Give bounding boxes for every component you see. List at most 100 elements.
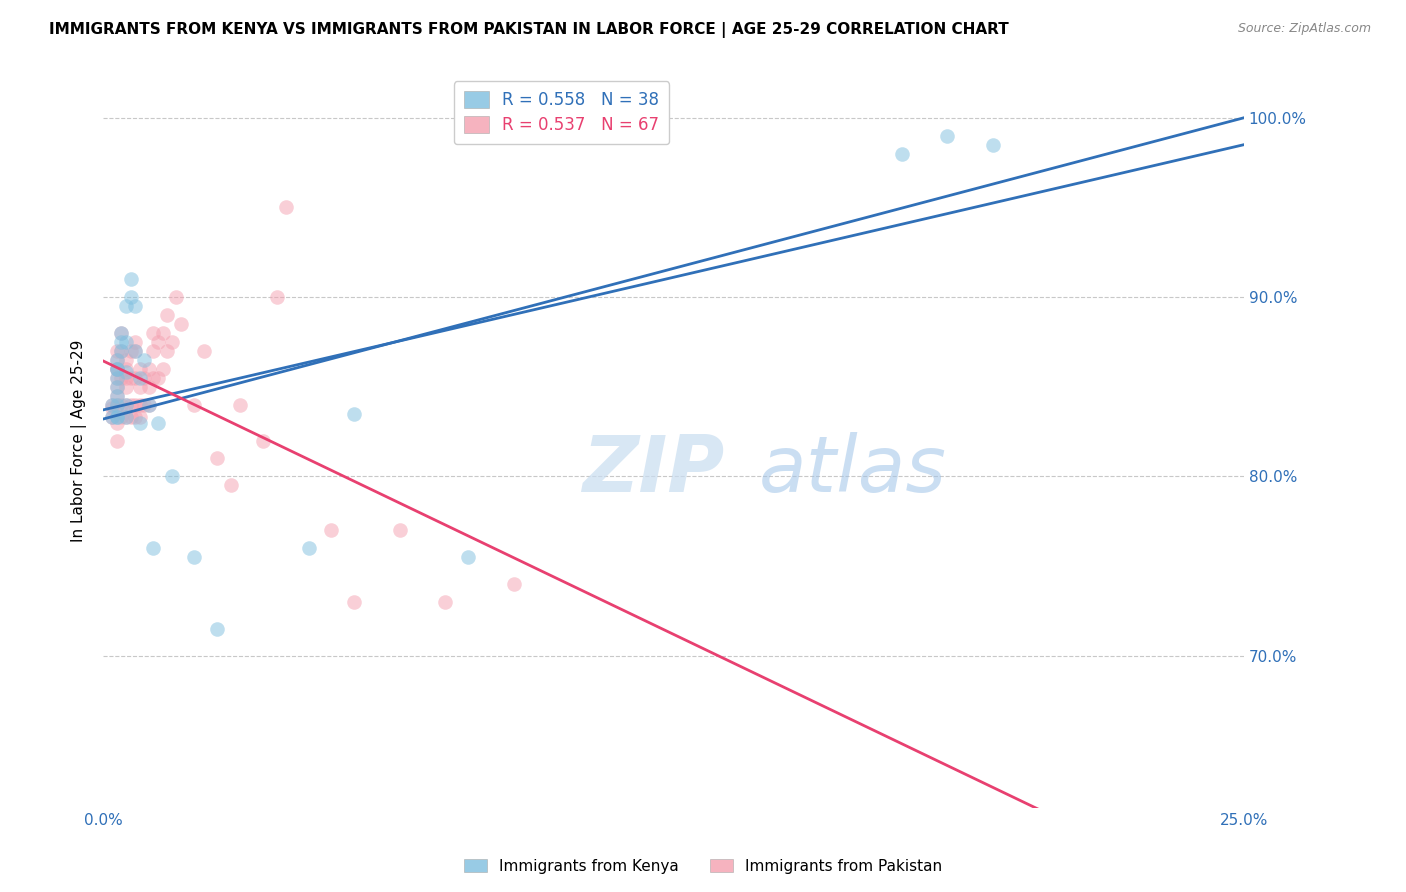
Point — [890, 146, 912, 161]
Point — [321, 523, 343, 537]
Text: Source: ZipAtlas.com: Source: ZipAtlas.com — [1237, 22, 1371, 36]
Point — [105, 389, 128, 403]
Point — [105, 361, 128, 376]
Point — [160, 469, 183, 483]
Point — [219, 478, 242, 492]
Point — [115, 371, 138, 385]
Point — [134, 352, 156, 367]
Point — [115, 398, 138, 412]
Point — [124, 398, 146, 412]
Point — [142, 541, 165, 555]
Point — [101, 410, 124, 425]
Point — [105, 410, 128, 425]
Point — [207, 622, 229, 636]
Point — [101, 398, 124, 412]
Legend: Immigrants from Kenya, Immigrants from Pakistan: Immigrants from Kenya, Immigrants from P… — [458, 853, 948, 880]
Point — [110, 410, 132, 425]
Text: ZIP: ZIP — [582, 432, 724, 508]
Point — [128, 410, 150, 425]
Point — [156, 308, 179, 322]
Point — [124, 343, 146, 358]
Point — [183, 398, 205, 412]
Point — [105, 434, 128, 448]
Point — [101, 410, 124, 425]
Point — [142, 343, 165, 358]
Point — [115, 365, 138, 379]
Point — [110, 371, 132, 385]
Point — [124, 299, 146, 313]
Point — [115, 398, 138, 412]
Point — [115, 352, 138, 367]
Point — [101, 398, 124, 412]
Point — [981, 137, 1004, 152]
Point — [110, 398, 132, 412]
Point — [146, 334, 169, 349]
Point — [134, 398, 156, 412]
Point — [115, 299, 138, 313]
Point — [120, 272, 142, 286]
Point — [138, 380, 160, 394]
Point — [142, 371, 165, 385]
Point — [120, 410, 142, 425]
Y-axis label: In Labor Force | Age 25-29: In Labor Force | Age 25-29 — [72, 339, 87, 541]
Point — [115, 410, 138, 425]
Point — [152, 361, 174, 376]
Point — [105, 361, 128, 376]
Point — [266, 290, 288, 304]
Point — [105, 352, 128, 367]
Point — [134, 371, 156, 385]
Point — [229, 398, 252, 412]
Point — [110, 343, 132, 358]
Point — [128, 398, 150, 412]
Point — [138, 361, 160, 376]
Point — [105, 361, 128, 376]
Point — [434, 595, 457, 609]
Point — [105, 398, 128, 412]
Point — [101, 401, 124, 416]
Point — [128, 361, 150, 376]
Point — [297, 541, 319, 555]
Point — [120, 343, 142, 358]
Point — [128, 416, 150, 430]
Point — [160, 334, 183, 349]
Point — [110, 326, 132, 340]
Point — [142, 326, 165, 340]
Point — [115, 380, 138, 394]
Point — [110, 343, 132, 358]
Point — [170, 317, 193, 331]
Point — [152, 326, 174, 340]
Point — [343, 595, 366, 609]
Point — [124, 371, 146, 385]
Point — [146, 371, 169, 385]
Point — [105, 361, 128, 376]
Point — [138, 398, 160, 412]
Point — [138, 398, 160, 412]
Legend: R = 0.558   N = 38, R = 0.537   N = 67: R = 0.558 N = 38, R = 0.537 N = 67 — [454, 81, 669, 145]
Point — [115, 334, 138, 349]
Point — [165, 290, 187, 304]
Point — [105, 389, 128, 403]
Point — [105, 380, 128, 394]
Point — [502, 577, 524, 591]
Point — [207, 451, 229, 466]
Point — [183, 550, 205, 565]
Point — [120, 371, 142, 385]
Point — [457, 550, 479, 565]
Text: atlas: atlas — [759, 432, 946, 508]
Point — [124, 334, 146, 349]
Point — [115, 361, 138, 376]
Point — [128, 380, 150, 394]
Point — [146, 416, 169, 430]
Point — [274, 201, 297, 215]
Point — [120, 290, 142, 304]
Point — [252, 434, 274, 448]
Point — [124, 410, 146, 425]
Point — [343, 407, 366, 421]
Point — [115, 410, 138, 425]
Point — [156, 343, 179, 358]
Point — [105, 343, 128, 358]
Point — [105, 416, 128, 430]
Point — [105, 410, 128, 425]
Point — [388, 523, 411, 537]
Point — [110, 326, 132, 340]
